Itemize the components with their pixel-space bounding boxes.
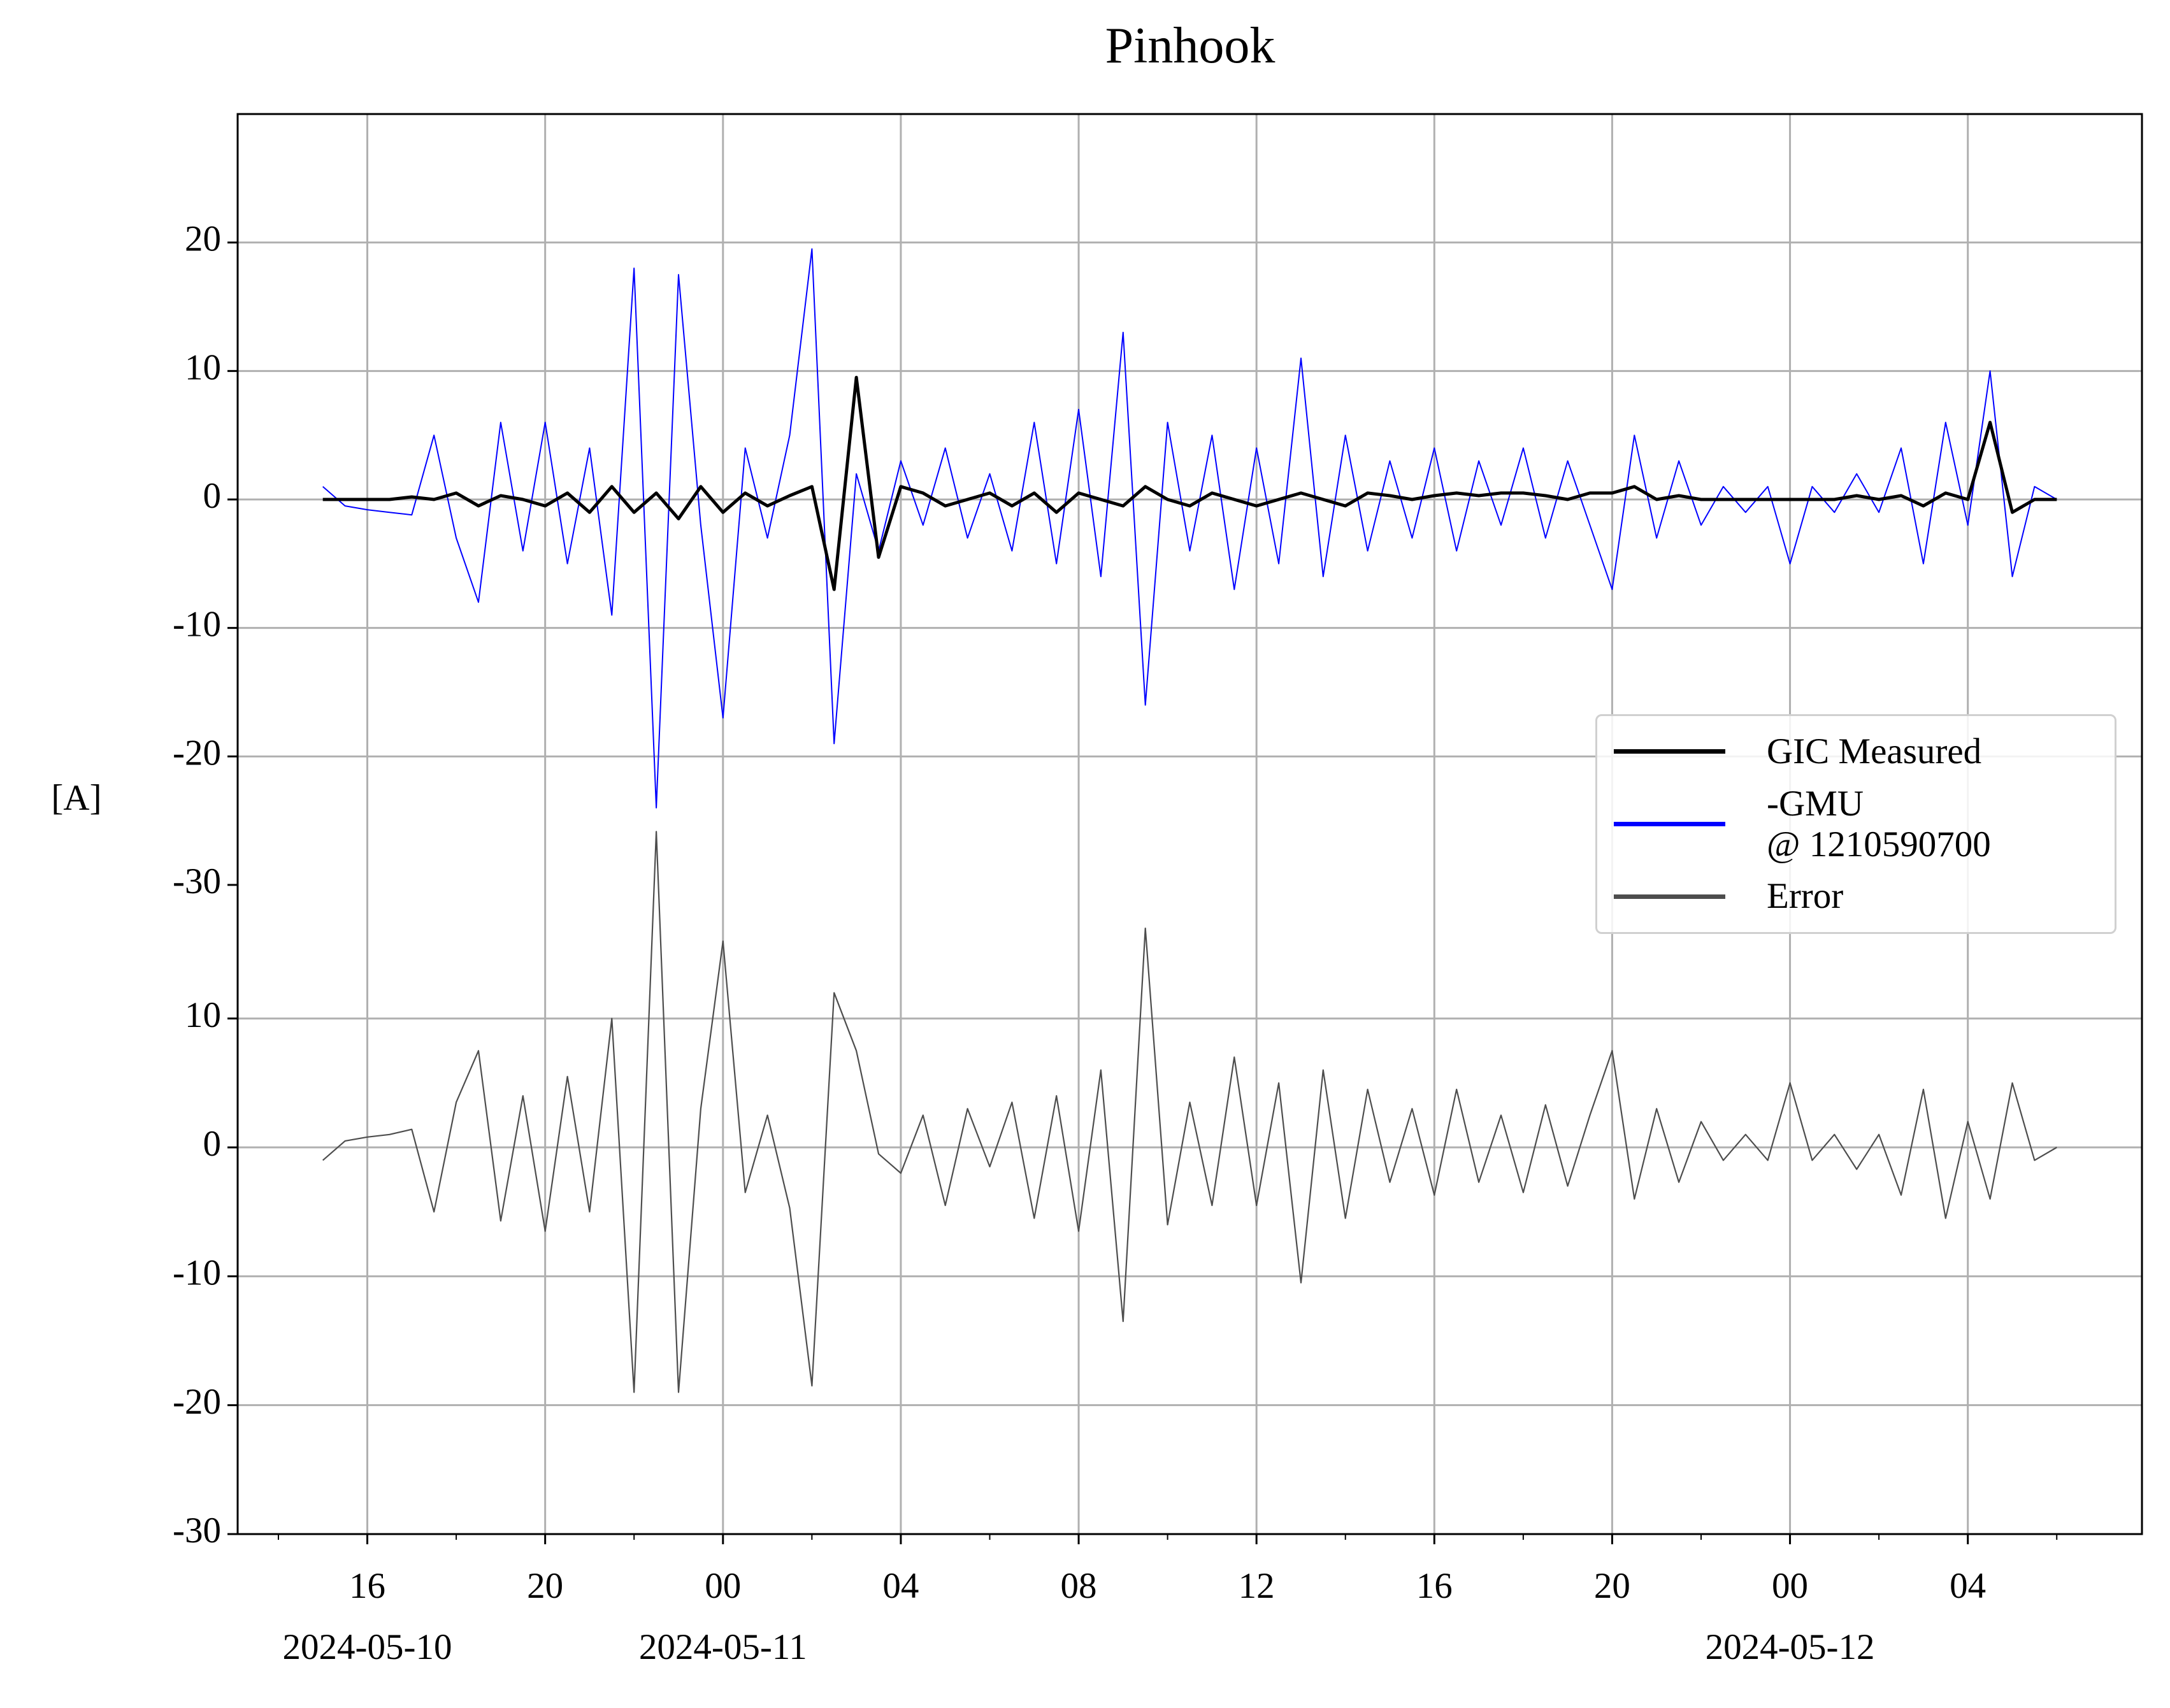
x-tick-label: 20 xyxy=(527,1566,563,1606)
legend: GIC Measured -GMU @ 1210590700 Error xyxy=(1595,714,2116,935)
plot-frame xyxy=(236,113,2143,1535)
y-tick-label: 10 xyxy=(185,347,221,387)
y-tick-label: -20 xyxy=(173,733,221,773)
y-tick-label: -30 xyxy=(173,861,221,901)
x-tick-label: 08 xyxy=(1061,1566,1097,1606)
y-tick-label: -10 xyxy=(173,1252,221,1293)
y-tick-label: 20 xyxy=(185,219,221,259)
legend-label: -GMU @ 1210590700 xyxy=(1767,783,1991,865)
y-tick-label: 0 xyxy=(203,476,222,516)
y-tick-label: -30 xyxy=(173,1511,221,1551)
y-tick-label: -20 xyxy=(173,1382,221,1422)
legend-label: GIC Measured xyxy=(1767,731,1982,771)
series-line xyxy=(322,248,2057,808)
legend-swatch xyxy=(1614,749,1725,754)
y-tick-label: 10 xyxy=(185,995,221,1035)
series-line xyxy=(322,831,2057,1393)
x-tick-label: 00 xyxy=(1772,1566,1808,1606)
x-tick-sublabel: 2024-05-11 xyxy=(639,1627,807,1667)
legend-label: Error xyxy=(1767,876,1844,917)
x-tick-sublabel: 2024-05-10 xyxy=(283,1627,452,1667)
series-line xyxy=(322,375,2057,591)
legend-entry: -GMU @ 1210590700 xyxy=(1614,784,2102,865)
x-tick-label: 16 xyxy=(349,1566,385,1606)
legend-entry: Error xyxy=(1614,876,2102,917)
y-tick-label: -10 xyxy=(173,605,221,645)
x-tick-label: 12 xyxy=(1239,1566,1275,1606)
legend-entry: GIC Measured xyxy=(1614,731,2102,772)
y-axis-label: [A] xyxy=(51,778,101,818)
x-tick-label: 20 xyxy=(1594,1566,1630,1606)
x-tick-label: 04 xyxy=(882,1566,919,1606)
x-tick-label: 04 xyxy=(1950,1566,1986,1606)
legend-swatch xyxy=(1614,822,1725,827)
x-tick-sublabel: 2024-05-12 xyxy=(1706,1627,1875,1667)
y-tick-label: 0 xyxy=(203,1124,222,1164)
chart-title: Pinhook xyxy=(1105,18,1275,74)
legend-swatch xyxy=(1614,894,1725,899)
x-tick-label: 16 xyxy=(1416,1566,1453,1606)
x-tick-label: 00 xyxy=(705,1566,741,1606)
